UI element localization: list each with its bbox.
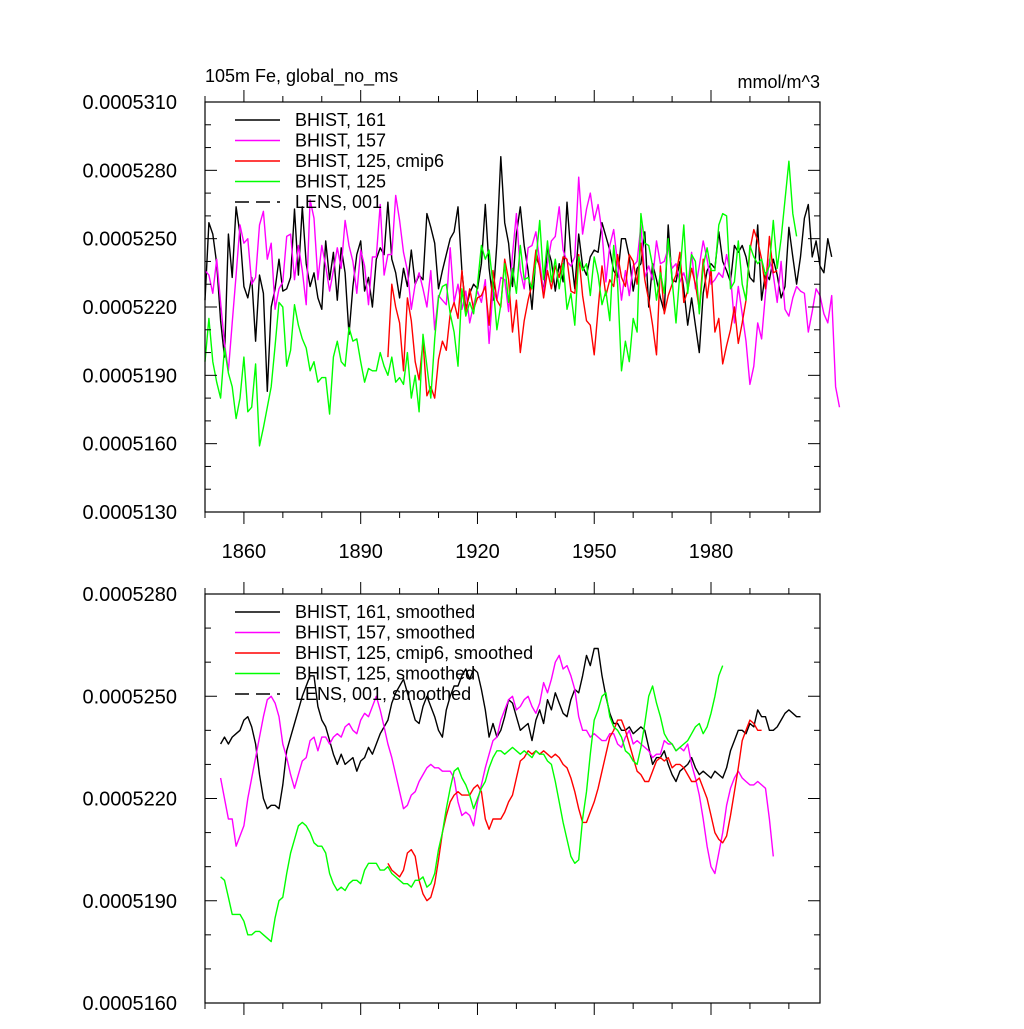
bot-y-tick-label: 0.0005160 (82, 993, 177, 1015)
top-x-tick-label: 1860 (222, 541, 267, 563)
bot-series-line-3 (220, 665, 724, 943)
top-legend-label: BHIST, 125, cmip6 (295, 151, 444, 171)
bot-legend-label: BHIST, 157, smoothed (295, 623, 475, 643)
top-y-tick-label: 0.0005250 (82, 229, 177, 251)
top-y-tick-labels: 0.0005130 0.0005160 0.0005190 0.0005220 0.00… (82, 92, 177, 524)
top-legend-label: BHIST, 125 (295, 172, 386, 192)
top-y-tick-label: 0.0005160 (82, 434, 177, 456)
bot-y-tick-label: 0.0005250 (82, 686, 177, 708)
top-legend-label: BHIST, 157 (295, 131, 386, 151)
top-x-tick-label: 1980 (689, 541, 734, 563)
bot-legend-label: BHIST, 125, cmip6, smoothed (295, 643, 533, 663)
top-panel: 105m Fe, global_no_ms mmol/m^3 0.0005130… (82, 66, 841, 563)
bot-legend-label: LENS, 001, smoothed (295, 684, 471, 704)
top-x-tick-label: 1950 (572, 541, 617, 563)
bot-y-tick-label: 0.0005220 (82, 789, 177, 811)
top-y-tick-label: 0.0005190 (82, 365, 177, 387)
top-y-tick-label: 0.0005280 (82, 160, 177, 182)
bot-series-line-0 (219, 647, 801, 810)
top-x-tick-label: 1890 (338, 541, 383, 563)
top-legend-label: BHIST, 161 (295, 110, 386, 130)
top-series-line-0 (204, 155, 833, 392)
top-chart-title: 105m Fe, global_no_ms (205, 66, 398, 87)
bot-series-line-1 (219, 654, 774, 875)
top-chart-units: mmol/m^3 (738, 72, 820, 92)
bottom-series-group (219, 647, 801, 943)
top-series-line-3 (204, 160, 798, 447)
bot-y-tick-label: 0.0005280 (82, 584, 177, 606)
bottom-tick-group (204, 582, 820, 1015)
top-plot-frame (204, 101, 821, 513)
top-legend-label: LENS, 001 (295, 192, 382, 212)
bottom-panel: 0.0005160 0.0005190 0.0005220 0.0005250 0.00… (82, 582, 821, 1015)
bot-y-tick-label: 0.0005190 (82, 891, 177, 913)
top-y-tick-label: 0.0005310 (82, 92, 177, 114)
bot-series-line-2 (387, 719, 762, 902)
top-y-tick-label: 0.0005130 (82, 502, 177, 524)
top-series-group (204, 155, 841, 447)
top-y-tick-label: 0.0005220 (82, 297, 177, 319)
bottom-y-tick-labels: 0.0005160 0.0005190 0.0005220 0.0005250 0.00… (82, 584, 177, 1015)
top-series-line-2 (387, 228, 778, 399)
bot-legend-label: BHIST, 161, smoothed (295, 602, 475, 622)
top-x-tick-label: 1920 (455, 541, 500, 563)
bottom-plot-frame (204, 593, 821, 1004)
top-x-tick-labels: 1860 1890 1920 1950 1980 (222, 541, 734, 563)
bot-legend-label: BHIST, 125, smoothed (295, 664, 475, 684)
